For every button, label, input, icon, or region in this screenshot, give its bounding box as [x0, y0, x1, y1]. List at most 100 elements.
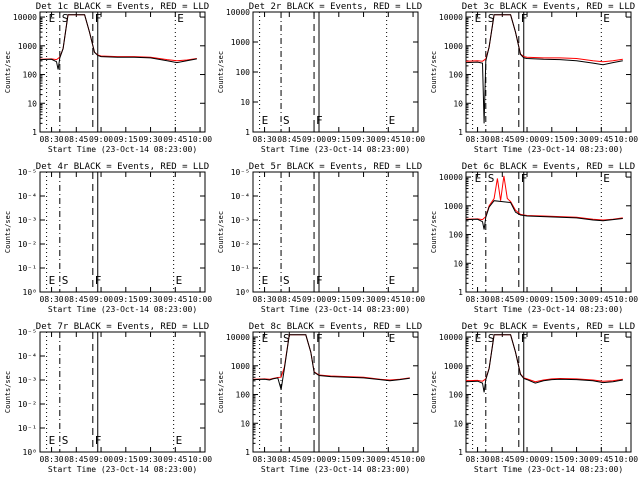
x-axis-label: Start Time (23-Oct-14 08:23:00) — [261, 305, 410, 314]
y-tick-label: 100 — [449, 391, 464, 400]
y-axis-label: Counts/sec — [430, 51, 438, 93]
y-tick-label: 1000 — [18, 42, 37, 51]
x-axis-label: Start Time (23-Oct-14 08:23:00) — [474, 465, 623, 474]
y-tick-label: 10000 — [439, 173, 463, 182]
x-tick-label: 09:00 — [515, 455, 539, 464]
x-tick-label: 09:00 — [515, 295, 539, 304]
x-tick-label: 09:00 — [89, 455, 113, 464]
y-tick-label: 10⁻² — [231, 240, 250, 249]
x-tick-label: 10:00 — [188, 455, 212, 464]
marker-label: S — [62, 434, 69, 447]
panel-title: Det 7r BLACK = Events, RED = LLD — [36, 322, 209, 332]
x-tick-label: 10:00 — [188, 135, 212, 144]
x-tick-label: 09:15 — [114, 295, 138, 304]
detector-panel-7: Det 7r BLACK = Events, RED = LLD Counts/s… — [4, 322, 212, 474]
x-tick-label: 08:45 — [490, 135, 514, 144]
marker-label: E — [176, 274, 183, 287]
marker-label: E — [389, 114, 396, 127]
x-tick-label: 08:30 — [466, 135, 490, 144]
x-tick-label: 09:15 — [327, 455, 351, 464]
x-tick-label: 08:30 — [40, 455, 64, 464]
y-tick-label: 10⁻¹ — [231, 264, 250, 273]
x-tick-label: 09:15 — [327, 295, 351, 304]
y-tick-label: 1 — [245, 128, 250, 137]
x-tick-label: 08:30 — [466, 295, 490, 304]
y-tick-label: 100 — [449, 231, 464, 240]
x-tick-label: 09:00 — [89, 135, 113, 144]
series-line-lld — [253, 334, 410, 381]
panel-title: Det 9c BLACK = Events, RED = LLD — [462, 322, 635, 332]
y-tick-label: 10⁻⁴ — [18, 352, 37, 361]
marker-label: E — [177, 12, 184, 25]
marker-label: E — [262, 274, 269, 287]
x-tick-label: 09:30 — [352, 295, 376, 304]
x-axis-label: Start Time (23-Oct-14 08:23:00) — [48, 305, 197, 314]
x-tick-label: 09:30 — [565, 135, 589, 144]
y-tick-label: 10⁻² — [18, 400, 37, 409]
marker-label: E — [603, 172, 610, 185]
x-tick-label: 08:30 — [466, 455, 490, 464]
y-tick-label: 10⁰ — [23, 448, 37, 457]
y-tick-label: 10 — [453, 419, 463, 428]
x-tick-label: 09:45 — [589, 295, 613, 304]
y-tick-label: 10000 — [439, 13, 463, 22]
y-tick-label: 100 — [236, 391, 251, 400]
plot-frame — [465, 331, 632, 453]
series-line-events — [466, 200, 623, 230]
plot-frame — [252, 331, 419, 453]
x-axis-label: Start Time (23-Oct-14 08:23:00) — [261, 465, 410, 474]
marker-label: E — [176, 434, 183, 447]
y-tick-label: 10000 — [226, 333, 250, 342]
x-tick-label: 09:45 — [376, 135, 400, 144]
y-axis-label: Counts/sec — [4, 51, 12, 93]
y-tick-label: 10⁻² — [18, 240, 37, 249]
x-tick-label: 10:00 — [401, 135, 425, 144]
y-tick-label: 10 — [453, 259, 463, 268]
marker-label: E — [262, 332, 269, 345]
marker-label: S — [62, 274, 69, 287]
marker-label: S — [62, 12, 69, 25]
panel-title: Det 4r BLACK = Events, RED = LLD — [36, 162, 209, 172]
marker-label: S — [488, 172, 495, 185]
x-tick-label: 09:15 — [540, 295, 564, 304]
detector-panel-2: Det 2r BLACK = Events, RED = LLD Counts/s… — [217, 2, 425, 154]
plot-frame — [39, 171, 206, 293]
y-tick-label: 10⁻⁴ — [231, 192, 250, 201]
y-tick-label: 10⁻⁵ — [18, 328, 37, 337]
x-tick-label: 09:15 — [540, 455, 564, 464]
y-tick-label: 1 — [32, 128, 37, 137]
x-tick-label: 08:30 — [253, 135, 277, 144]
series-line-events — [40, 14, 197, 70]
y-tick-label: 1000 — [444, 202, 463, 211]
marker-label: E — [49, 274, 56, 287]
x-tick-label: 10:00 — [188, 295, 212, 304]
y-tick-label: 10⁻⁵ — [231, 168, 250, 177]
x-tick-label: 08:30 — [253, 455, 277, 464]
x-axis-label: Start Time (23-Oct-14 08:23:00) — [474, 305, 623, 314]
x-tick-label: 10:00 — [614, 135, 638, 144]
x-tick-label: 09:30 — [565, 455, 589, 464]
x-tick-label: 08:30 — [40, 135, 64, 144]
detector-panel-1: Det 1c BLACK = Events, RED = LLD Counts/s… — [4, 2, 212, 154]
x-tick-label: 09:30 — [565, 295, 589, 304]
y-tick-label: 10000 — [13, 13, 37, 22]
y-tick-label: 10⁻³ — [18, 216, 37, 225]
plot-frame — [252, 171, 419, 293]
marker-label: E — [389, 274, 396, 287]
y-tick-label: 1 — [458, 128, 463, 137]
x-axis-label: Start Time (23-Oct-14 08:23:00) — [474, 145, 623, 154]
marker-label: E — [475, 12, 482, 25]
y-axis-label: Counts/sec — [4, 211, 12, 253]
x-tick-label: 09:30 — [352, 455, 376, 464]
x-tick-label: 09:00 — [302, 455, 326, 464]
x-tick-label: 10:00 — [614, 295, 638, 304]
y-tick-label: 1000 — [444, 42, 463, 51]
panel-title: Det 2r BLACK = Events, RED = LLD — [249, 2, 422, 12]
x-tick-label: 09:30 — [139, 135, 163, 144]
y-tick-label: 10⁻¹ — [18, 424, 37, 433]
x-tick-label: 09:45 — [163, 295, 187, 304]
x-tick-label: 09:45 — [163, 135, 187, 144]
y-tick-label: 1 — [245, 448, 250, 457]
x-tick-label: 09:00 — [302, 295, 326, 304]
